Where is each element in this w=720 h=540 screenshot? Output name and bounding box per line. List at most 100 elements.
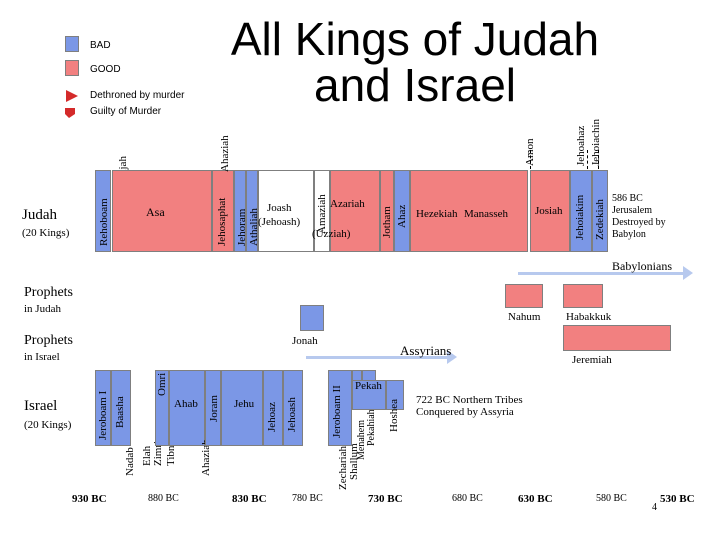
king-omri: [155, 370, 169, 446]
prophets-judah-sub: in Judah: [24, 303, 61, 315]
king-jehoaz: [263, 370, 283, 446]
king-jehoram: [234, 170, 246, 252]
king-joash-label: Joash: [267, 202, 292, 214]
king-jehoash-label: Jehoash: [286, 397, 298, 432]
page-title: All Kings of Judah and Israel: [230, 13, 600, 111]
prophet-jeremiah: [563, 325, 671, 351]
king-jehoash: [283, 370, 303, 446]
king-nadab-label: Nadab: [124, 447, 136, 476]
judah-label: Judah: [22, 207, 57, 223]
timeline-830: 830 BC: [232, 493, 267, 505]
prophets-israel-label: Prophets: [24, 333, 73, 348]
legend-dethroned-label: Dethroned by murder: [90, 90, 185, 101]
babylonians-arrowhead-icon: [683, 266, 693, 280]
timeline-580: 580 BC: [596, 493, 627, 504]
king-jehoiachin-label: Jehoiachin: [590, 118, 602, 166]
king-josiah-label: Josiah: [535, 205, 563, 217]
king-amon-label: Amon: [524, 138, 536, 167]
prophet-habakkuk-label: Habakkuk: [566, 311, 612, 323]
king-pekah-label: Pekah: [355, 380, 382, 392]
prophet-habakkuk: [563, 284, 603, 308]
king-rehoboam-label: Rehoboam: [98, 198, 110, 246]
king-josiah: [530, 170, 570, 252]
king-baasha: [111, 370, 131, 446]
assyrians-arrow: [306, 356, 448, 359]
king-jehoaz-label: Jehoaz: [266, 402, 278, 432]
israel-end-note: 722 BC Northern Tribes Conquered by Assy…: [416, 394, 523, 418]
king-athaliah: [246, 170, 258, 252]
king-jeroboam-i-label: Jeroboam I: [97, 390, 109, 440]
prophet-jeremiah-label: Jeremiah: [572, 354, 612, 366]
king-ahaz: [394, 170, 410, 252]
king-jeroboam-ii-label: Jeroboam II: [331, 385, 343, 438]
king-amaziah: [314, 170, 330, 252]
israel-label: Israel: [24, 398, 58, 414]
timeline-530: 530 BC: [660, 493, 695, 505]
timeline-930: 930 BC: [72, 493, 107, 505]
judah-count: (20 Kings): [22, 227, 70, 239]
king-zedekiah-label: Zedekiah: [594, 199, 606, 240]
king-zedekiah: [592, 170, 608, 252]
king-joash-alt: (Jehoash): [258, 216, 301, 228]
jehoahaz-marker: [587, 150, 588, 185]
king-azariah-label: Azariah: [330, 198, 365, 210]
israel-count: (20 Kings): [24, 419, 72, 431]
king-asa: [112, 170, 212, 252]
timeline-680: 680 BC: [452, 493, 483, 504]
king-ahaziah-label: Ahaziah: [219, 135, 231, 172]
king-joram-label: Joram: [208, 395, 220, 422]
timeline-880: 880 BC: [148, 493, 179, 504]
king-omri-label: Omri: [156, 372, 168, 396]
king-jehoahaz-label: Jehoahaz: [575, 125, 587, 166]
king-tibni-label: Tibni: [165, 442, 177, 466]
king-pekahiah-label: Pekahiah: [366, 409, 377, 446]
king-jehu: [221, 370, 263, 446]
king-pekah: [352, 380, 386, 410]
legend-markers: [65, 90, 78, 118]
king-jehosaphat-label: Jehosaphat: [216, 197, 228, 246]
king-jehu-label: Jehu: [234, 398, 255, 410]
prophet-nahum-label: Nahum: [508, 311, 541, 323]
king-jotham: [380, 170, 394, 252]
king-joram: [205, 370, 221, 446]
king-rehoboam: [95, 170, 111, 252]
king-hoshea-label: Hoshea: [388, 399, 400, 432]
king-joash: [258, 170, 314, 252]
king-ahaz-label: Ahaz: [396, 204, 408, 228]
king-azariah: [330, 170, 380, 252]
legend-bad-label: BAD: [90, 40, 111, 51]
king-jehoiakim-label: Jehoiakim: [574, 194, 586, 240]
legend-good-label: GOOD: [90, 64, 121, 75]
assyrians-arrowhead-icon: [447, 350, 457, 364]
babylonians-label: Babylonians: [612, 259, 672, 273]
legend-good-swatch: [65, 60, 79, 76]
prophet-jonah: [300, 305, 324, 331]
king-asa-label: Asa: [146, 205, 165, 219]
king-baasha-label: Baasha: [114, 396, 126, 428]
legend-bad-swatch: [65, 36, 79, 52]
jehoiachin-marker: [598, 150, 599, 185]
timeline-730: 730 BC: [368, 493, 403, 505]
timeline-780: 780 BC: [292, 493, 323, 504]
king-ahab-label: Ahab: [174, 398, 198, 410]
prophets-judah-label: Prophets: [24, 285, 73, 300]
king-jotham-label: Jotham: [381, 206, 393, 238]
murder-marker-icon: [65, 108, 75, 118]
legend-murder-label: Guilty of Murder: [90, 106, 162, 117]
king-ahab: [169, 370, 205, 446]
assyrians-label: Assyrians: [400, 343, 452, 358]
king-hezekiah-label: Hezekiah: [416, 208, 458, 220]
king-jehosaphat: [212, 170, 234, 252]
king-jehoiakim: [570, 170, 592, 252]
king-jeroboam-ii: [328, 370, 352, 446]
king-uzziah-label: (Uzziah): [312, 228, 351, 240]
king-jeroboam-i: [95, 370, 111, 446]
babylonians-arrow: [518, 272, 684, 275]
prophets-israel-sub: in Israel: [24, 351, 60, 363]
king-manasseh-label: Manasseh: [464, 208, 508, 220]
amon-marker: [530, 150, 531, 185]
page-number: 4: [652, 502, 657, 513]
king-hezekiah-manasseh: [410, 170, 528, 252]
king-hoshea: [386, 380, 404, 410]
prophet-nahum: [505, 284, 543, 308]
